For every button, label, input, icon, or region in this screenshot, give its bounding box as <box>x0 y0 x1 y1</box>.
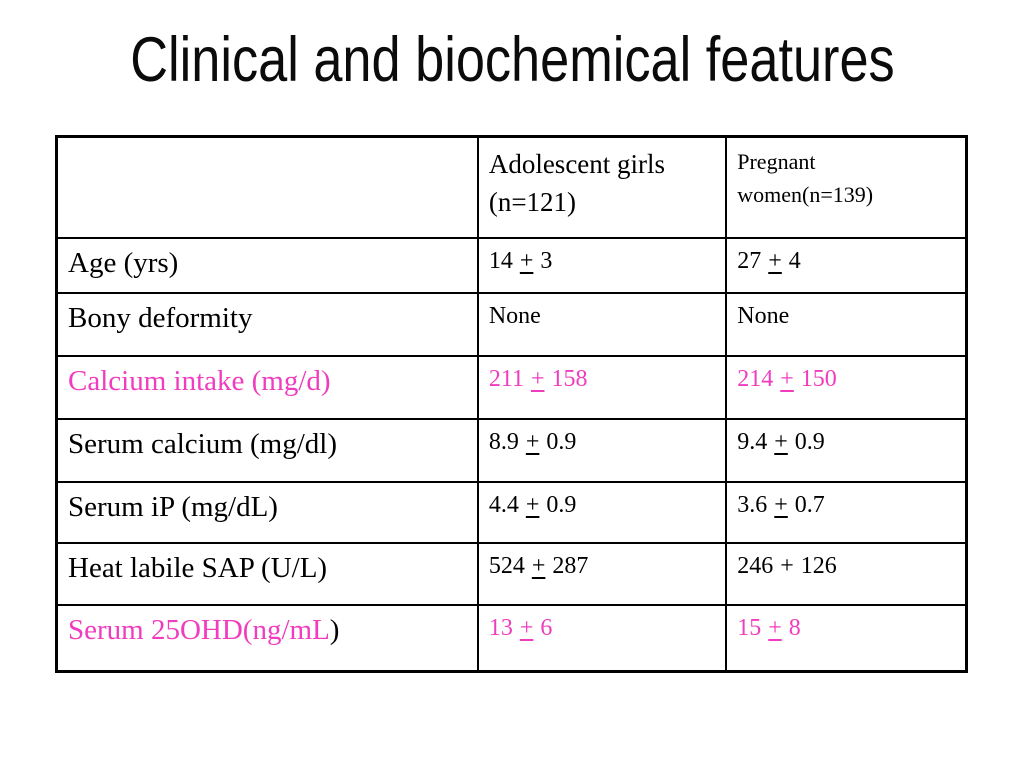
plus-minus-sign: + <box>768 614 782 641</box>
plus-minus-sign: + <box>768 247 782 274</box>
table-row-serum-25ohd: Serum 25OHD(ng/mL) 13 +6 15 +8 <box>55 603 968 673</box>
pregnant-value-cell: 246 +126 <box>725 541 968 606</box>
header-girls-line1: Adolescent girls <box>488 149 666 179</box>
girls-value: 13 +6 <box>488 614 553 641</box>
header-pregnant-line2: women(n=139) <box>737 182 874 207</box>
feature-label-cell: Age (yrs) <box>55 236 479 294</box>
pregnant-value-cell: 15 +8 <box>725 603 968 673</box>
header-pregnant-women: Pregnant women(n=139) <box>725 135 968 239</box>
plus-minus-sign: + <box>525 491 540 518</box>
feature-label-cell: Calcium intake (mg/d) <box>55 354 479 420</box>
feature-label: Calcium intake (mg/d) <box>68 364 331 397</box>
feature-label-cell: Serum calcium (mg/dl) <box>55 417 479 483</box>
pregnant-value-cell: 214 +150 <box>725 354 968 420</box>
plus-minus-sign: + <box>780 365 794 392</box>
girls-value-cell: 524 +287 <box>476 541 728 606</box>
plus-minus-sign: + <box>519 614 534 641</box>
page-title-text: Clinical and biochemical features <box>129 25 895 95</box>
plus-minus-sign: + <box>525 428 540 455</box>
girls-value-cell: 8.9 +0.9 <box>476 417 728 483</box>
girls-value-cell: 4.4 +0.9 <box>476 480 728 544</box>
girls-value-cell: 211 +158 <box>476 354 728 420</box>
pregnant-value: 3.6 +0.7 <box>737 491 825 518</box>
girls-value: 8.9 +0.9 <box>488 428 577 455</box>
table-row-calcium-intake: Calcium intake (mg/d) 211 +158 214 +150 <box>55 354 968 420</box>
girls-value-cell: 13 +6 <box>476 603 728 673</box>
header-girls-line2: (n=121) <box>488 187 577 218</box>
feature-label: Serum calcium (mg/dl) <box>68 427 337 460</box>
table-row-bony-deformity: Bony deformity None None <box>55 291 968 357</box>
pregnant-value: 9.4 +0.9 <box>737 428 825 455</box>
pregnant-value-cell: None <box>725 291 968 357</box>
pregnant-value: 214 +150 <box>737 365 837 392</box>
table-row-age: Age (yrs) 14 +3 27 +4 <box>55 236 968 294</box>
table-header-row: Adolescent girls (n=121) Pregnant women(… <box>55 135 968 239</box>
feature-label-cell: Serum 25OHD(ng/mL) <box>55 603 479 673</box>
header-adolescent-girls: Adolescent girls (n=121) <box>476 135 728 239</box>
feature-label-cell: Bony deformity <box>55 291 479 357</box>
pregnant-value: 15 +8 <box>737 614 801 641</box>
plus-minus-sign: + <box>530 365 545 392</box>
feature-label-cell: Serum iP (mg/dL) <box>55 480 479 544</box>
feature-label: Bony deformity <box>68 301 253 334</box>
pregnant-value-cell: 3.6 +0.7 <box>725 480 968 544</box>
feature-label: Age (yrs) <box>68 246 179 279</box>
plus-minus-sign: + <box>531 552 546 579</box>
feature-label: Serum 25OHD(ng/mL <box>68 613 330 646</box>
plus-minus-sign: + <box>519 247 534 274</box>
table-row-heat-labile-sap: Heat labile SAP (U/L) 524 +287 246 +126 <box>55 541 968 606</box>
page-title: Clinical and biochemical features <box>0 24 1024 96</box>
girls-value-cell: None <box>476 291 728 357</box>
pregnant-value: None <box>737 302 790 329</box>
pregnant-value-cell: 9.4 +0.9 <box>725 417 968 483</box>
girls-value: 4.4 +0.9 <box>488 491 577 518</box>
girls-value: 14 +3 <box>488 247 553 274</box>
girls-value-cell: 14 +3 <box>476 236 728 294</box>
feature-label: Serum iP (mg/dL) <box>68 490 278 523</box>
girls-value: 211 +158 <box>488 365 588 392</box>
plus-minus-sign: + <box>774 428 788 455</box>
feature-label-suffix: ) <box>329 613 340 646</box>
pregnant-value: 246 +126 <box>737 552 837 579</box>
header-empty-cell <box>55 135 479 239</box>
header-pregnant-line1: Pregnant <box>737 149 816 174</box>
girls-value: 524 +287 <box>488 552 589 579</box>
feature-label: Heat labile SAP (U/L) <box>68 551 328 584</box>
plus-minus-sign: + <box>774 491 788 518</box>
clinical-features-table: Adolescent girls (n=121) Pregnant women(… <box>55 135 968 673</box>
table-row-serum-ip: Serum iP (mg/dL) 4.4 +0.9 3.6 +0.7 <box>55 480 968 544</box>
feature-label-cell: Heat labile SAP (U/L) <box>55 541 479 606</box>
pregnant-value: 27 +4 <box>737 247 801 274</box>
pregnant-value-cell: 27 +4 <box>725 236 968 294</box>
girls-value: None <box>488 302 541 329</box>
table-row-serum-calcium: Serum calcium (mg/dl) 8.9 +0.9 9.4 +0.9 <box>55 417 968 483</box>
plus-sign: + <box>780 552 794 579</box>
